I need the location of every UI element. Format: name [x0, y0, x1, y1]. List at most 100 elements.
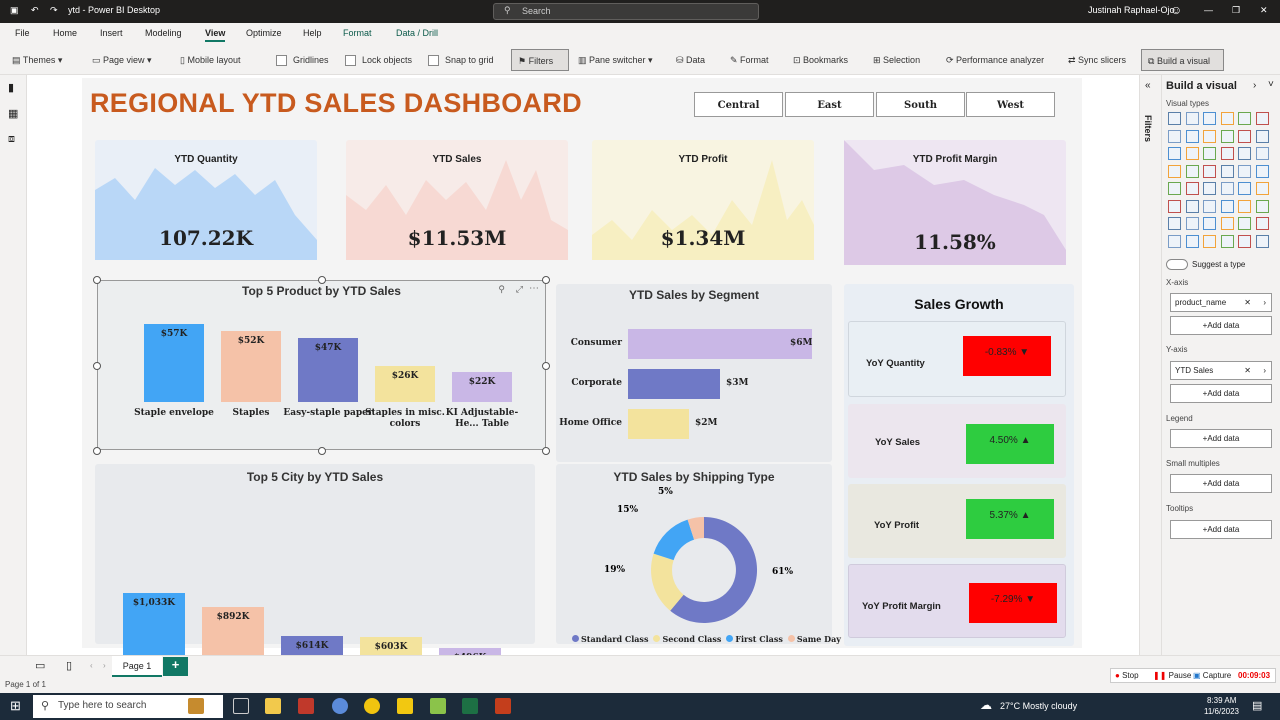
suggest-toggle[interactable] [1166, 259, 1188, 270]
filter-icon[interactable]: ⚲ [498, 284, 505, 294]
powerpoint-icon[interactable] [495, 698, 511, 714]
taskbar-app-icon[interactable] [430, 698, 446, 714]
visual-type-icon[interactable] [1220, 182, 1234, 195]
visual-type-icon[interactable] [1238, 147, 1251, 160]
tab-page-1[interactable]: Page 1 [112, 656, 162, 677]
taskbar-app-icon[interactable] [298, 698, 314, 714]
chart-shipping[interactable]: YTD Sales by Shipping Type 61% 19% 15% 5% St… [556, 464, 841, 644]
taskbar-app-icon[interactable] [332, 698, 348, 714]
small-multiples-add-data[interactable]: +Add data [1170, 474, 1272, 493]
growth-card-quantity[interactable]: YoY Quantity -0.83% ▼ [848, 321, 1066, 397]
visual-type-icon[interactable] [1185, 129, 1199, 143]
visual-type-icon[interactable] [1185, 164, 1199, 178]
slicer-south[interactable]: South [876, 92, 965, 117]
visual-type-icon[interactable] [1185, 217, 1199, 230]
redo-icon[interactable]: ↷ [50, 5, 58, 15]
yaxis-field[interactable]: YTD Sales ✕ › [1170, 361, 1272, 380]
visual-type-icon[interactable] [1185, 147, 1199, 160]
tab-data-drill[interactable]: Data / Drill [396, 28, 439, 38]
visual-type-icon[interactable] [1220, 217, 1234, 230]
visual-type-icon[interactable] [1255, 129, 1269, 143]
tab-optimize[interactable]: Optimize [246, 28, 282, 38]
xaxis-add-data[interactable]: +Add data [1170, 316, 1272, 335]
visual-type-icon[interactable] [1238, 164, 1251, 178]
tab-view[interactable]: View [205, 28, 226, 42]
next-page-icon[interactable]: › [103, 661, 106, 670]
expand-icon[interactable]: « [1145, 80, 1151, 91]
visual-type-icon[interactable] [1220, 199, 1234, 213]
table-view-icon[interactable]: ▦ [8, 108, 19, 120]
visual-type-icon[interactable] [1168, 217, 1181, 230]
visual-type-icon[interactable] [1168, 199, 1181, 213]
filters-collapsed-pane[interactable]: « Filters [1140, 75, 1162, 655]
visual-type-icon[interactable] [1255, 217, 1269, 230]
pane-switcher-button[interactable]: ▥ Pane switcher ▾ [578, 55, 653, 65]
visual-type-icon[interactable] [1255, 112, 1269, 125]
visual-type-icon[interactable] [1203, 217, 1216, 230]
page-view-button[interactable]: ▭ Page view ▾ [92, 55, 152, 65]
format-button[interactable]: ✎ Format [730, 55, 769, 65]
visual-type-icon[interactable] [1238, 217, 1251, 230]
taskbar-search-input[interactable]: ⚲ Type here to search [33, 695, 223, 718]
snap-to-grid-checkbox[interactable]: Snap to grid [428, 49, 494, 71]
visual-type-icon[interactable] [1168, 147, 1181, 160]
visual-type-icon[interactable] [1168, 182, 1181, 195]
visual-type-icon[interactable] [1203, 147, 1216, 160]
stop-button[interactable]: ● Stop [1115, 671, 1139, 680]
report-view-icon[interactable]: ▮ [8, 82, 15, 94]
add-page-button[interactable]: + [163, 657, 188, 676]
tab-home[interactable]: Home [53, 28, 78, 38]
slicer-east[interactable]: East [785, 92, 874, 117]
bookmarks-button[interactable]: ⊡ Bookmarks [793, 55, 849, 65]
model-view-icon[interactable]: ⧈ [8, 133, 15, 145]
tab-modeling[interactable]: Modeling [145, 28, 182, 38]
tab-insert[interactable]: Insert [100, 28, 123, 38]
yaxis-add-data[interactable]: +Add data [1170, 384, 1272, 403]
visual-type-icon[interactable] [1220, 147, 1234, 160]
excel-icon[interactable] [462, 698, 478, 714]
tooltips-add-data[interactable]: +Add data [1170, 520, 1272, 539]
selection-button[interactable]: ⊞ Selection [873, 55, 921, 65]
maximize-icon[interactable]: ❐ [1232, 5, 1241, 15]
notifications-icon[interactable]: ▤ [1252, 700, 1263, 712]
focus-mode-icon[interactable]: ⤢ [515, 284, 523, 294]
growth-card-profit[interactable]: YoY Profit 5.37% ▲ [848, 484, 1066, 558]
pause-button[interactable]: ❚❚ Pause [1153, 671, 1192, 680]
visual-type-icon[interactable] [1255, 164, 1269, 178]
tab-file[interactable]: File [15, 28, 30, 38]
visual-type-icon[interactable] [1255, 182, 1269, 195]
visual-type-icon[interactable] [1168, 112, 1181, 125]
undo-icon[interactable]: ↶ [31, 5, 39, 15]
more-options-icon[interactable]: ⋯ [529, 283, 539, 294]
file-explorer-icon[interactable] [265, 698, 281, 714]
kpi-card-sales[interactable]: YTD Sales $11.53M [346, 140, 568, 260]
chevron-down-icon[interactable]: ˅ [1268, 79, 1274, 90]
visual-type-icon[interactable] [1168, 129, 1181, 143]
visual-type-icon[interactable] [1238, 234, 1251, 248]
themes-button[interactable]: ▤ Themes ▾ [12, 55, 63, 65]
desktop-layout-icon[interactable]: ▭ [35, 660, 46, 672]
growth-card-profit-margin[interactable]: YoY Profit Margin -7.29% ▼ [848, 564, 1066, 638]
xaxis-field[interactable]: product_name ✕ › [1170, 293, 1272, 312]
search-input[interactable]: ⚲ Search [493, 3, 759, 20]
windows-start-icon[interactable]: ⊞ [10, 698, 21, 713]
data-button[interactable]: ⛁ Data [676, 55, 706, 65]
power-bi-icon[interactable] [397, 698, 413, 714]
visual-type-icon[interactable] [1203, 234, 1216, 248]
save-icon[interactable]: ▣ [10, 5, 19, 15]
performance-analyzer-button[interactable]: ⟳ Performance analyzer [946, 55, 1045, 65]
visual-type-icon[interactable] [1203, 199, 1216, 213]
visual-type-icon[interactable] [1185, 234, 1199, 248]
kpi-card-profit[interactable]: YTD Profit $1.34M [592, 140, 814, 260]
kpi-card-profit-margin[interactable]: YTD Profit Margin 11.58% [844, 140, 1066, 265]
task-view-icon[interactable] [233, 698, 249, 714]
sync-slicers-button[interactable]: ⇄ Sync slicers [1068, 55, 1127, 65]
visual-type-icon[interactable] [1255, 234, 1269, 248]
visual-type-icon[interactable] [1203, 129, 1216, 143]
kpi-card-quantity[interactable]: YTD Quantity 107.22K [95, 140, 317, 260]
visual-type-icon[interactable] [1220, 112, 1234, 125]
visual-type-icon[interactable] [1238, 129, 1251, 143]
visual-type-icon[interactable] [1255, 147, 1269, 160]
visual-type-icon[interactable] [1185, 182, 1199, 195]
visual-type-icon[interactable] [1238, 112, 1251, 125]
